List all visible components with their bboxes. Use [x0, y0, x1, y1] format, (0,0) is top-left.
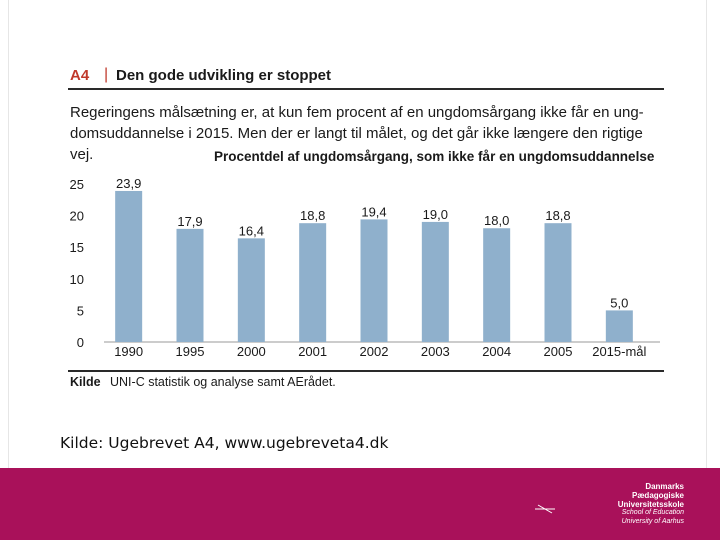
bar-value-label: 16,4: [239, 223, 264, 238]
figure-separator: |: [104, 66, 109, 83]
bar: [237, 238, 265, 342]
bar: [299, 223, 327, 342]
x-tick-label: 2005: [544, 344, 573, 359]
figure-id: A4: [70, 67, 90, 84]
logo-mark-icon: [535, 504, 555, 514]
logo-name-line: Pædagogiske: [631, 491, 684, 500]
logo-sub-line: University of Aarhus: [621, 518, 684, 525]
footer-bar: Danmarks Pædagogiske Universitetsskole S…: [0, 468, 720, 540]
logo-name-line: Universitetsskole: [617, 500, 684, 509]
x-tick-label: 2004: [482, 344, 511, 359]
figure-header: A4 | Den gode udvikling er stoppet: [68, 66, 664, 90]
bar-value-label: 17,9: [177, 214, 202, 229]
y-tick-label: 25: [70, 177, 84, 192]
dpu-logo: Danmarks Pædagogiske Universitetsskole S…: [534, 482, 684, 530]
figure-description: Regeringens målsætning er, at kun fem pr…: [70, 104, 644, 163]
bar-value-label: 19,0: [423, 207, 448, 222]
bar-chart: 0 5 10 15 20 25 23,9 1990 17,9 1995 16,4 2000 18,8 20…: [70, 176, 660, 359]
bar-value-label: 18,8: [300, 208, 325, 223]
bar: [360, 219, 388, 342]
x-tick-label: 1995: [176, 344, 205, 359]
x-tick-label: 2000: [237, 344, 266, 359]
bar: [544, 223, 572, 342]
x-tick-label: 1990: [114, 344, 143, 359]
bar-value-label: 18,8: [545, 208, 570, 223]
bar: [605, 310, 633, 342]
logo-subtitle: School of Education University of Aarhus: [534, 508, 684, 526]
y-tick-label: 10: [70, 272, 84, 287]
y-tick-label: 5: [77, 303, 84, 318]
x-tick-label: 2003: [421, 344, 450, 359]
bar-value-label: 5,0: [610, 295, 628, 310]
decorative-line-left: [8, 0, 9, 468]
logo-name-line: Danmarks: [645, 482, 684, 491]
source-text: UNI-C statistik og analyse samt AErådet.: [110, 375, 336, 389]
bar-value-label: 23,9: [116, 176, 141, 191]
bar: [421, 221, 449, 342]
figure-title: Den gode udvikling er stoppet: [116, 67, 332, 84]
bar: [176, 228, 204, 342]
logo-name: Danmarks Pædagogiske Universitetsskole: [614, 482, 684, 509]
x-tick-label: 2002: [360, 344, 389, 359]
y-tick-label: 20: [70, 209, 84, 224]
bar-value-label: 19,4: [361, 204, 386, 219]
bar: [115, 190, 143, 342]
y-tick-label: 15: [70, 240, 84, 255]
bar: [483, 228, 511, 342]
chart-subtitle: Procentdel af ungdomsårgang, som ikke få…: [214, 149, 655, 164]
x-tick-label: 2015-mål: [592, 344, 646, 359]
y-tick-label: 0: [77, 335, 84, 350]
logo-sub-line: School of Education: [621, 509, 684, 516]
decorative-line-right: [706, 0, 707, 468]
source-label: Kilde: [70, 375, 101, 389]
bar-value-label: 18,0: [484, 213, 509, 228]
chart-figure: A4 | Den gode udvikling er stoppet Reger…: [56, 44, 668, 400]
slide-caption: Kilde: Ugebrevet A4, www.ugebreveta4.dk: [60, 434, 389, 452]
source-bar: Kilde UNI-C statistik og analyse samt AE…: [68, 370, 664, 394]
x-tick-label: 2001: [298, 344, 327, 359]
